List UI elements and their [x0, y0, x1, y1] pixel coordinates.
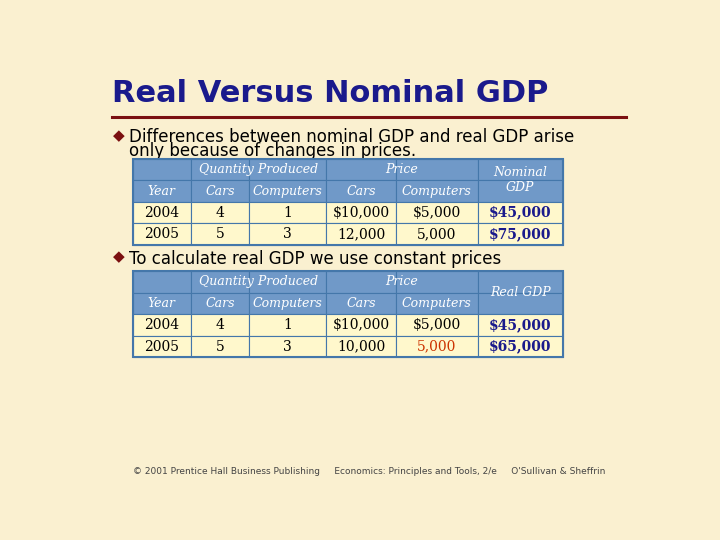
Text: Quantity Produced: Quantity Produced	[199, 275, 318, 288]
Bar	[477, 336, 563, 357]
Text: Cars: Cars	[346, 185, 376, 198]
Text: 12,000: 12,000	[337, 227, 385, 241]
Text: Price: Price	[386, 275, 418, 288]
Bar	[326, 336, 396, 357]
Text: $45,000: $45,000	[489, 318, 552, 332]
Bar	[132, 271, 563, 357]
Bar	[191, 293, 249, 314]
Text: Cars: Cars	[346, 297, 376, 310]
Bar	[132, 180, 191, 202]
Bar	[326, 314, 396, 336]
Bar	[132, 336, 191, 357]
Text: $65,000: $65,000	[489, 340, 552, 354]
Bar	[396, 271, 477, 293]
Bar	[396, 314, 477, 336]
Text: Differences between nominal GDP and real GDP arise: Differences between nominal GDP and real…	[129, 128, 574, 146]
Bar	[132, 159, 563, 245]
Text: 5,000: 5,000	[417, 227, 456, 241]
Text: Year: Year	[148, 185, 176, 198]
Text: $5,000: $5,000	[413, 206, 461, 220]
Text: $5,000: $5,000	[413, 318, 461, 332]
Text: Nominal
GDP: Nominal GDP	[493, 166, 547, 194]
Bar	[191, 159, 249, 180]
Bar	[477, 202, 563, 224]
Text: 2004: 2004	[144, 318, 179, 332]
Text: 10,000: 10,000	[337, 340, 385, 354]
Text: Real Versus Nominal GDP: Real Versus Nominal GDP	[112, 79, 548, 107]
Bar	[326, 202, 396, 224]
Bar	[191, 180, 249, 202]
Text: To calculate real GDP we use constant prices: To calculate real GDP we use constant pr…	[129, 249, 501, 268]
Bar	[326, 224, 396, 245]
Bar	[477, 293, 563, 314]
Bar	[477, 271, 563, 293]
Text: 2005: 2005	[144, 340, 179, 354]
Text: ◆: ◆	[113, 249, 125, 265]
Bar	[249, 159, 326, 180]
Bar	[191, 271, 249, 293]
Text: Computers: Computers	[402, 185, 472, 198]
Text: 3: 3	[283, 340, 292, 354]
Bar	[396, 336, 477, 357]
Text: $10,000: $10,000	[333, 206, 390, 220]
Bar	[132, 159, 191, 180]
Bar	[249, 224, 326, 245]
Text: Quantity Produced: Quantity Produced	[199, 163, 318, 176]
Text: Computers: Computers	[253, 185, 323, 198]
Text: 3: 3	[283, 227, 292, 241]
Bar	[132, 224, 191, 245]
Bar	[132, 271, 191, 293]
Bar	[396, 202, 477, 224]
Bar	[326, 271, 396, 293]
Text: ◆: ◆	[113, 128, 125, 143]
Text: $75,000: $75,000	[489, 227, 552, 241]
Text: Computers: Computers	[402, 297, 472, 310]
Bar	[249, 314, 326, 336]
Bar	[132, 293, 191, 314]
Text: Cars: Cars	[205, 297, 235, 310]
Bar	[326, 180, 396, 202]
Bar	[326, 159, 396, 180]
Bar	[249, 202, 326, 224]
Text: Cars: Cars	[205, 185, 235, 198]
Text: $45,000: $45,000	[489, 206, 552, 220]
Bar	[477, 224, 563, 245]
Bar	[477, 180, 563, 202]
Bar	[132, 202, 191, 224]
Text: 4: 4	[215, 206, 224, 220]
Bar	[477, 314, 563, 336]
Text: 5: 5	[215, 227, 224, 241]
Text: 4: 4	[215, 318, 224, 332]
Bar	[191, 224, 249, 245]
Text: 5: 5	[215, 340, 224, 354]
Text: Price: Price	[386, 163, 418, 176]
Bar	[396, 180, 477, 202]
Bar	[249, 336, 326, 357]
Text: 2004: 2004	[144, 206, 179, 220]
Bar	[132, 314, 191, 336]
Text: Year: Year	[148, 297, 176, 310]
Text: Real GDP: Real GDP	[490, 286, 550, 299]
Bar	[396, 159, 477, 180]
Bar	[249, 271, 326, 293]
Bar	[249, 293, 326, 314]
Bar	[249, 180, 326, 202]
Bar	[326, 293, 396, 314]
Text: © 2001 Prentice Hall Business Publishing     Economics: Principles and Tools, 2/: © 2001 Prentice Hall Business Publishing…	[132, 467, 606, 476]
Bar	[396, 293, 477, 314]
Bar	[396, 224, 477, 245]
Bar	[477, 159, 563, 180]
Bar	[191, 202, 249, 224]
Bar	[191, 336, 249, 357]
Text: $10,000: $10,000	[333, 318, 390, 332]
Bar	[191, 314, 249, 336]
Text: only because of changes in prices.: only because of changes in prices.	[129, 142, 416, 160]
Text: 1: 1	[283, 206, 292, 220]
Text: Computers: Computers	[253, 297, 323, 310]
Text: 1: 1	[283, 318, 292, 332]
Text: 5,000: 5,000	[417, 340, 456, 354]
Text: 2005: 2005	[144, 227, 179, 241]
